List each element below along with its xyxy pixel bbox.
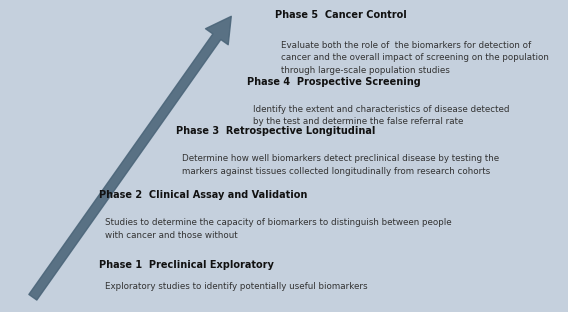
Text: Phase 3  Retrospective Longitudinal: Phase 3 Retrospective Longitudinal bbox=[176, 126, 375, 136]
Text: Evaluate both the role of  the biomarkers for detection of
cancer and the overal: Evaluate both the role of the biomarkers… bbox=[281, 41, 549, 75]
Text: Phase 2  Clinical Assay and Validation: Phase 2 Clinical Assay and Validation bbox=[99, 190, 308, 200]
Text: Studies to determine the capacity of biomarkers to distinguish between people
wi: Studies to determine the capacity of bio… bbox=[105, 218, 452, 240]
Text: Phase 5  Cancer Control: Phase 5 Cancer Control bbox=[275, 10, 407, 20]
Text: Identify the extent and characteristics of disease detected
by the test and dete: Identify the extent and characteristics … bbox=[253, 105, 509, 126]
Text: Determine how well biomarkers detect preclinical disease by testing the
markers : Determine how well biomarkers detect pre… bbox=[182, 154, 499, 176]
FancyArrowPatch shape bbox=[29, 16, 231, 300]
Text: Phase 1  Preclinical Exploratory: Phase 1 Preclinical Exploratory bbox=[99, 260, 274, 270]
Text: Exploratory studies to identify potentially useful biomarkers: Exploratory studies to identify potentia… bbox=[105, 282, 367, 291]
Text: Phase 4  Prospective Screening: Phase 4 Prospective Screening bbox=[247, 77, 421, 87]
